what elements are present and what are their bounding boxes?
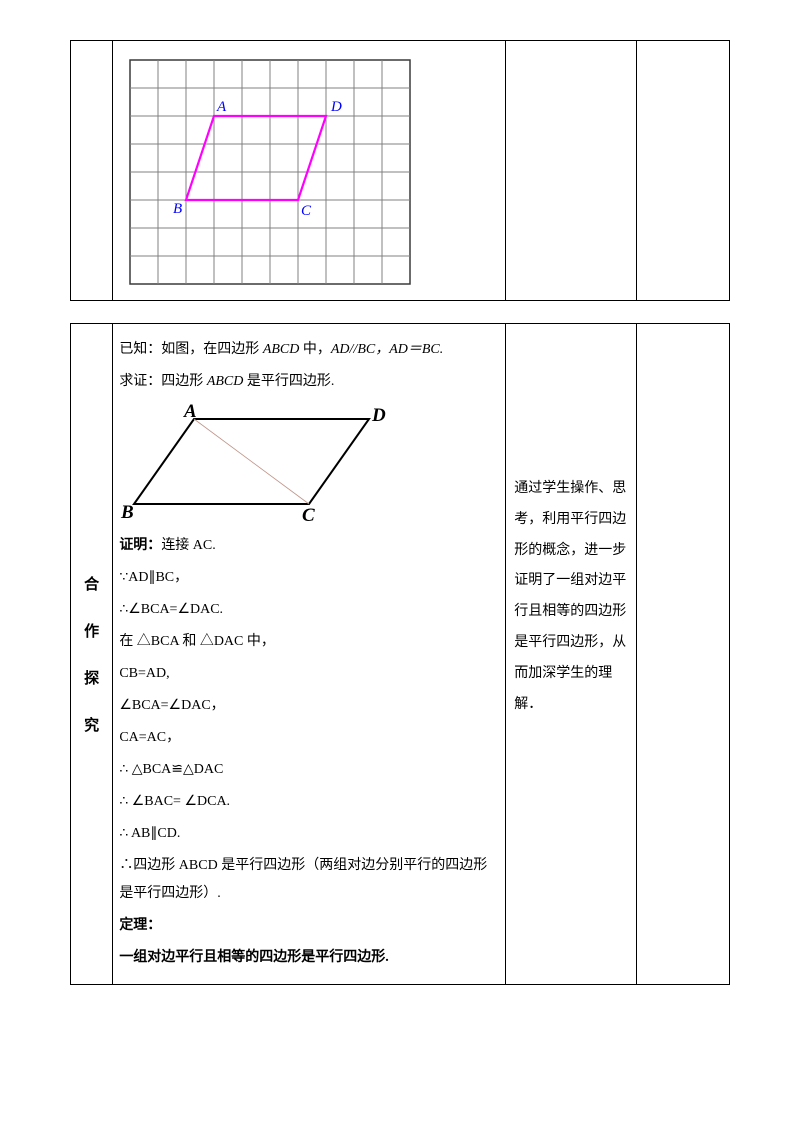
label-char-1: 合 [71, 573, 112, 594]
top-col1 [71, 41, 113, 301]
proof-l11: ∴四边形 ABCD 是平行四边形（两组对边分别平行的四边形是平行四边形）. [119, 852, 499, 908]
proof-l2: ∵AD∥BC， [119, 564, 499, 592]
proof-l7: CA=AC， [119, 724, 499, 752]
proof-l9: ∴ ∠BAC= ∠DCA. [119, 788, 499, 816]
proof-l4: 在 △BCA 和 △DAC 中， [119, 628, 499, 656]
proof-cell: 已知：如图，在四边形 ABCD 中，AD//BC，AD＝BC. 求证：四边形 A… [113, 324, 506, 985]
top-table: A D B C [70, 40, 730, 301]
top-diagram-cell: A D B C [113, 41, 506, 301]
note-cell: 通过学生操作、思考，利用平行四边形的概念，进一步证明了一组对边平行且相等的四边形… [506, 324, 637, 985]
svg-text:A: A [183, 404, 197, 422]
grid-parallelogram-svg: A D B C [125, 55, 415, 289]
parallelogram-svg: A D B C [119, 404, 399, 524]
proof-l1: 证明：连接 AC. [119, 532, 499, 560]
svg-text:A: A [216, 99, 227, 115]
proof-l12: 定理： [119, 912, 499, 940]
proof-l6: ∠BCA=∠DAC， [119, 692, 499, 720]
top-col4 [637, 41, 730, 301]
bottom-col4 [637, 324, 730, 985]
svg-text:C: C [302, 505, 315, 524]
svg-text:D: D [371, 405, 386, 426]
top-col3 [506, 41, 637, 301]
bottom-table: 合 作 探 究 已知：如图，在四边形 ABCD 中，AD//BC，AD＝BC. … [70, 323, 730, 985]
label-char-4: 究 [71, 714, 112, 735]
proof-l10: ∴ AB∥CD. [119, 820, 499, 848]
proof-l8: ∴ △BCA≌△DAC [119, 756, 499, 784]
label-char-2: 作 [71, 620, 112, 641]
label-char-3: 探 [71, 667, 112, 688]
svg-text:B: B [173, 201, 182, 217]
proof-l5: CB=AD, [119, 660, 499, 688]
svg-text:B: B [120, 502, 134, 523]
svg-text:D: D [330, 99, 342, 115]
note-text: 通过学生操作、思考，利用平行四边形的概念，进一步证明了一组对边平行且相等的四边形… [514, 474, 628, 720]
section-label: 合 作 探 究 [71, 324, 113, 985]
svg-text:C: C [301, 203, 312, 219]
prove-line: 求证：四边形 ABCD 是平行四边形. [119, 368, 499, 396]
given-line: 已知：如图，在四边形 ABCD 中，AD//BC，AD＝BC. [119, 336, 499, 364]
proof-l13: 一组对边平行且相等的四边形是平行四边形. [119, 944, 499, 972]
proof-l3: ∴∠BCA=∠DAC. [119, 596, 499, 624]
